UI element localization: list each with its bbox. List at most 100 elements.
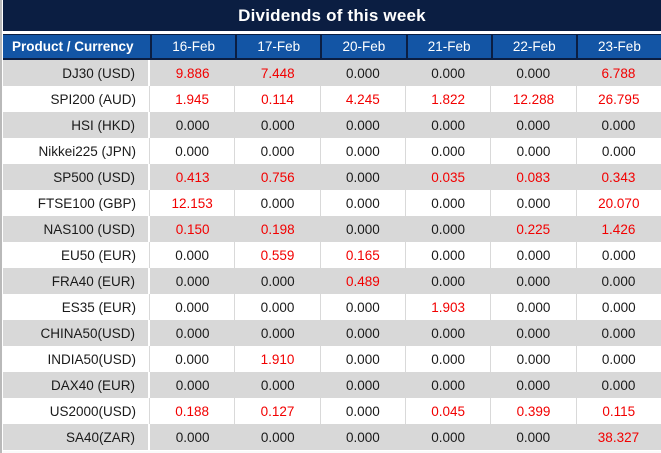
dividend-value-cell: 0.000 [431,221,465,237]
dividend-value-cell: 0.000 [150,294,236,320]
dividend-value-cell: 0.000 [491,346,577,372]
dividend-value-cell: 0.000 [321,346,406,372]
dividend-value-cell: 0.114 [235,86,321,112]
row-label: SA40(ZAR) [3,424,150,450]
dividend-value-cell: 9.886 [175,65,210,81]
table-row: HSI (HKD) 0.000 0.000 0.000 0.000 0.000 0.000 [3,112,661,138]
table-row: CHINA50(USD) 0.000 0.000 0.000 0.000 0.000 0.… [3,320,661,346]
dividend-value-cell: 0.000 [346,169,380,185]
dividend-value-cell: 0.000 [516,429,551,445]
dividend-value-cell: 4.245 [321,86,406,112]
dividend-value-cell: 0.000 [321,138,406,164]
dividend-value-cell: 0.000 [235,190,321,216]
dividend-value-cell: 0.000 [516,377,551,393]
dividend-value-cell: 0.000 [601,351,636,367]
dividend-value-cell: 0.000 [321,190,406,216]
dividend-value-cell: 0.413 [175,169,210,185]
dividend-value-cell: 0.000 [491,294,577,320]
dividend-value-cell: 0.399 [491,398,577,424]
table-row: FRA40 (EUR) 0.000 0.000 0.489 0.000 0.000 0.0… [3,268,661,294]
dividend-value-cell: 0.000 [321,398,406,424]
dividend-value-cell: 0.000 [260,117,295,133]
dividend-value-cell: 0.000 [260,273,295,289]
dividend-value-cell: 1.945 [150,86,236,112]
column-header-16-feb: 16-Feb [150,35,235,58]
table-row: EU50 (EUR) 0.000 0.559 0.165 0.000 0.000 0.00… [3,242,661,268]
dividend-value-cell: 7.448 [260,65,295,81]
dividend-value-cell: 0.035 [431,169,465,185]
dividend-value-cell: 0.000 [491,138,577,164]
dividend-value-cell: 0.000 [516,273,551,289]
dividend-value-cell: 0.000 [346,221,380,237]
dividend-value-cell: 0.000 [601,377,636,393]
column-header-22-feb: 22-Feb [490,35,576,58]
table-row: INDIA50(USD) 0.000 1.910 0.000 0.000 0.000 0.… [3,346,661,372]
row-label: DJ30 (USD) [3,60,150,86]
dividend-value-cell: 0.000 [150,346,236,372]
table-row: DAX40 (EUR) 0.000 0.000 0.000 0.000 0.000 0.0… [3,372,661,398]
dividend-value-cell: 0.000 [491,190,577,216]
dividend-value-cell: 0.045 [406,398,492,424]
dividend-value-cell: 0.000 [260,377,295,393]
bottom-strip [3,450,661,453]
dividend-value-cell: 1.903 [406,294,492,320]
dividend-value-cell: 6.788 [601,65,636,81]
dividend-value-cell: 0.188 [150,398,236,424]
table-row: NAS100 (USD) 0.150 0.198 0.000 0.000 0.225 1.… [3,216,661,242]
dividend-value-cell: 0.000 [431,429,465,445]
left-gridline [0,0,3,453]
dividend-value-cell: 0.000 [235,294,321,320]
dividend-value-cell: 0.000 [431,377,465,393]
dividend-value-cell: 0.000 [175,377,210,393]
table-row: SA40(ZAR) 0.000 0.000 0.000 0.000 0.000 38.32… [3,424,661,450]
dividend-value-cell: 0.000 [150,138,236,164]
dividend-value-cell: 12.153 [150,190,236,216]
dividend-value-cell: 0.000 [601,117,636,133]
dividend-value-cell: 12.288 [491,86,577,112]
dividend-value-cell: 0.000 [406,242,492,268]
page-title: Dividends of this week [238,5,426,25]
dividend-value-cell: 1.822 [406,86,492,112]
dividend-value-cell: 0.000 [601,143,636,159]
dividend-value-cell: 0.165 [321,242,406,268]
dividend-value-cell: 0.000 [346,325,380,341]
column-header-20-feb: 20-Feb [320,35,405,58]
dividend-value-cell: 1.910 [235,346,321,372]
dividend-value-cell: 0.127 [235,398,321,424]
row-label: FRA40 (EUR) [3,268,150,294]
dividend-value-cell: 0.343 [601,169,636,185]
table-row: Nikkei225 (JPN) 0.000 0.000 0.000 0.000 0.00… [3,138,661,164]
dividend-value-cell: 0.000 [175,429,210,445]
dividend-value-cell: 0.198 [260,221,295,237]
dividend-value-cell: 0.000 [431,273,465,289]
dividend-value-cell: 0.000 [346,429,380,445]
dividend-value-cell: 0.000 [346,117,380,133]
dividend-value-cell: 0.000 [175,273,210,289]
dividend-value-cell: 0.000 [516,325,551,341]
dividend-value-cell: 0.000 [516,65,551,81]
dividends-table: Dividends of this week Product / Currenc… [3,0,661,453]
dividend-value-cell: 38.327 [597,429,640,445]
dividend-value-cell: 0.559 [235,242,321,268]
dividend-value-cell: 0.150 [175,221,210,237]
dividend-value-cell: 0.000 [491,242,577,268]
row-label: SP500 (USD) [3,164,150,190]
dividend-value-cell: 1.426 [601,221,636,237]
row-label: NAS100 (USD) [3,216,150,242]
dividend-value-cell: 0.000 [431,117,465,133]
dividend-value-cell: 0.489 [346,273,380,289]
row-label: Nikkei225 (JPN) [3,138,150,164]
dividend-value-cell: 20.070 [598,195,640,211]
table-row: US2000(USD) 0.188 0.127 0.000 0.045 0.399 0.1… [3,398,661,424]
table-row: FTSE100 (GBP) 12.153 0.000 0.000 0.000 0.000… [3,190,661,216]
dividend-value-cell: 0.000 [601,273,636,289]
row-label: ES35 (EUR) [3,294,150,320]
dividend-value-cell: 0.000 [406,190,492,216]
dividend-value-cell: 0.115 [602,403,636,419]
dividend-value-cell: 0.083 [516,169,551,185]
column-header-21-feb: 21-Feb [405,35,491,58]
table-row: SP500 (USD) 0.413 0.756 0.000 0.035 0.083 0.3… [3,164,661,190]
dividend-value-cell: 0.000 [175,325,210,341]
title-bar: Dividends of this week [3,0,661,31]
